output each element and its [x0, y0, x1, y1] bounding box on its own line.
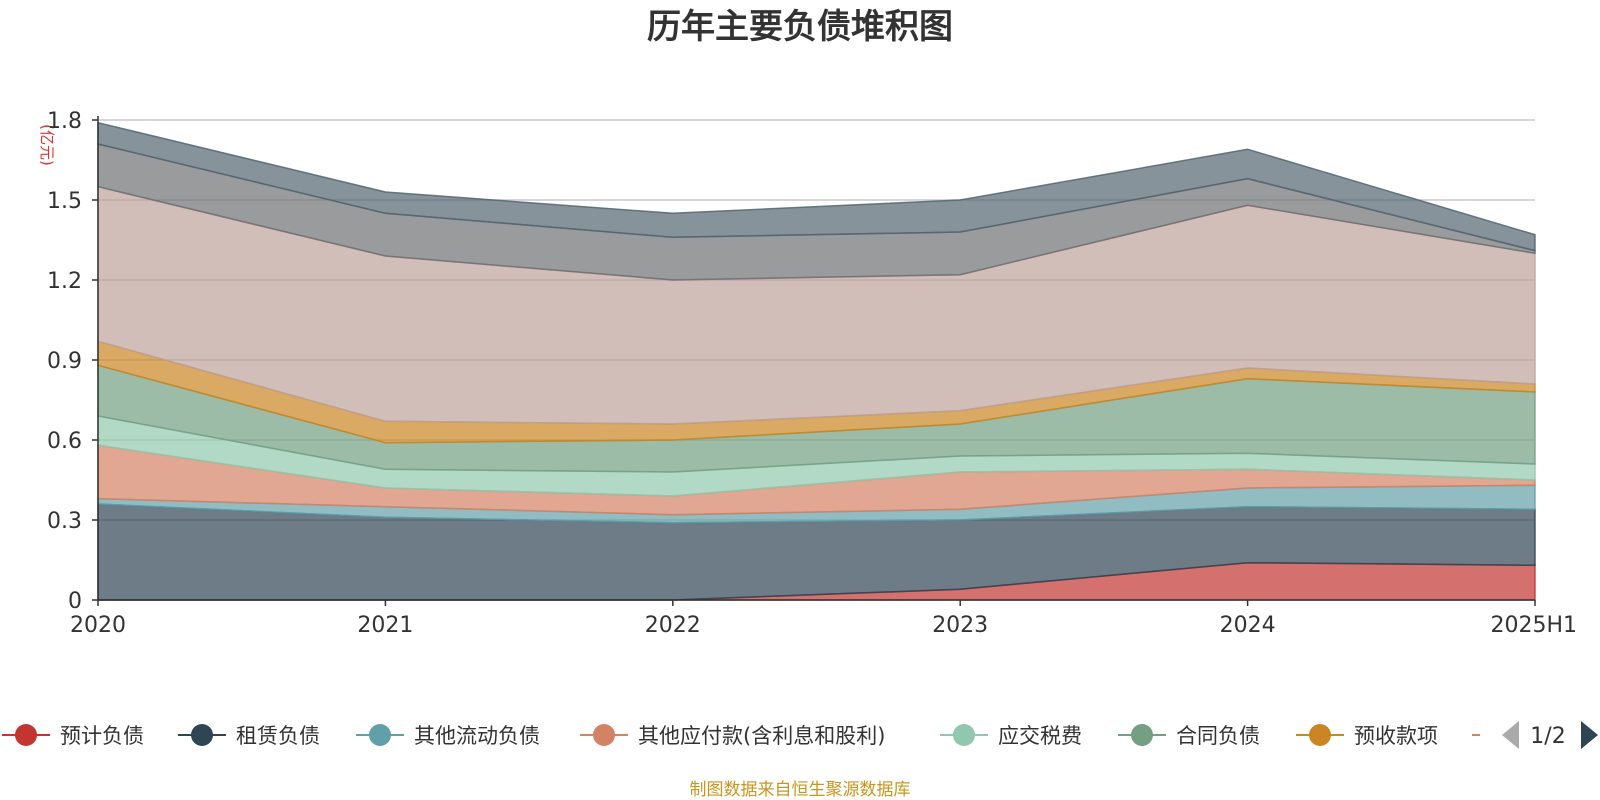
x-tick-label: 2023: [932, 613, 988, 638]
area-series-group: [97, 121, 1536, 601]
legend-item[interactable]: 其他应付款(含利息和股利): [580, 724, 885, 748]
y-tick-label: 1.8: [47, 109, 82, 134]
legend-label: 合同负债: [1176, 724, 1260, 748]
area-series-9: [97, 121, 1536, 252]
legend-pager: 1/2: [1502, 721, 1598, 749]
chart-title: 历年主要负债堆积图: [647, 7, 953, 47]
pager-text: 1/2: [1530, 724, 1565, 749]
legend-label: 预计负债: [60, 724, 144, 748]
legend-marker: [593, 724, 615, 746]
legend-marker: [953, 724, 975, 746]
legend-marker: [15, 724, 37, 746]
legend-label: 其他应付款(含利息和股利): [638, 724, 885, 748]
legend: 预计负债 租赁负债 其他流动负债 其他应付款(含利息和股利) 应交税费 合同负债 预收款项: [2, 724, 1480, 748]
legend-item[interactable]: 预计负债: [2, 724, 144, 748]
y-tick-label: 0.3: [47, 509, 82, 534]
legend-label: 其他流动负债: [414, 724, 540, 748]
legend-item[interactable]: 其他流动负债: [356, 724, 540, 748]
x-tick-label: 2024: [1220, 613, 1276, 638]
legend-marker: [1131, 724, 1153, 746]
legend-item[interactable]: 应交税费: [940, 724, 1082, 748]
y-axis-tick-labels: 0 0.3 0.6 0.9 1.2 1.5 1.8: [47, 109, 82, 614]
pager-prev-icon[interactable]: [1502, 721, 1519, 749]
legend-label: 预收款项: [1354, 724, 1438, 748]
x-tick-label: 2025H1: [1490, 613, 1577, 638]
legend-item[interactable]: 预收款项: [1296, 724, 1438, 748]
y-tick-label: 0.9: [47, 349, 82, 374]
legend-label: 租赁负债: [236, 724, 320, 748]
y-tick-label: 0: [68, 589, 82, 614]
y-tick-label: 1.5: [47, 189, 82, 214]
x-tick-label: 2021: [357, 613, 413, 638]
data-source-note: 制图数据来自恒生聚源数据库: [690, 780, 911, 800]
legend-item[interactable]: 租赁负债: [178, 724, 320, 748]
legend-item[interactable]: 合同负债: [1118, 724, 1260, 748]
pager-next-icon[interactable]: [1581, 721, 1598, 749]
y-tick-label: 0.6: [47, 429, 82, 454]
x-axis-tick-labels: 2020 2021 2022 2023 2024 2025H1: [70, 613, 1577, 638]
legend-marker: [191, 724, 213, 746]
x-tick-label: 2022: [645, 613, 701, 638]
y-tick-label: 1.2: [47, 269, 82, 294]
axes: [92, 116, 1536, 606]
y-axis-unit-label: (亿元): [38, 124, 56, 166]
legend-label: 应交税费: [998, 724, 1082, 748]
x-tick-label: 2020: [70, 613, 126, 638]
legend-marker: [1309, 724, 1331, 746]
legend-marker: [369, 724, 391, 746]
